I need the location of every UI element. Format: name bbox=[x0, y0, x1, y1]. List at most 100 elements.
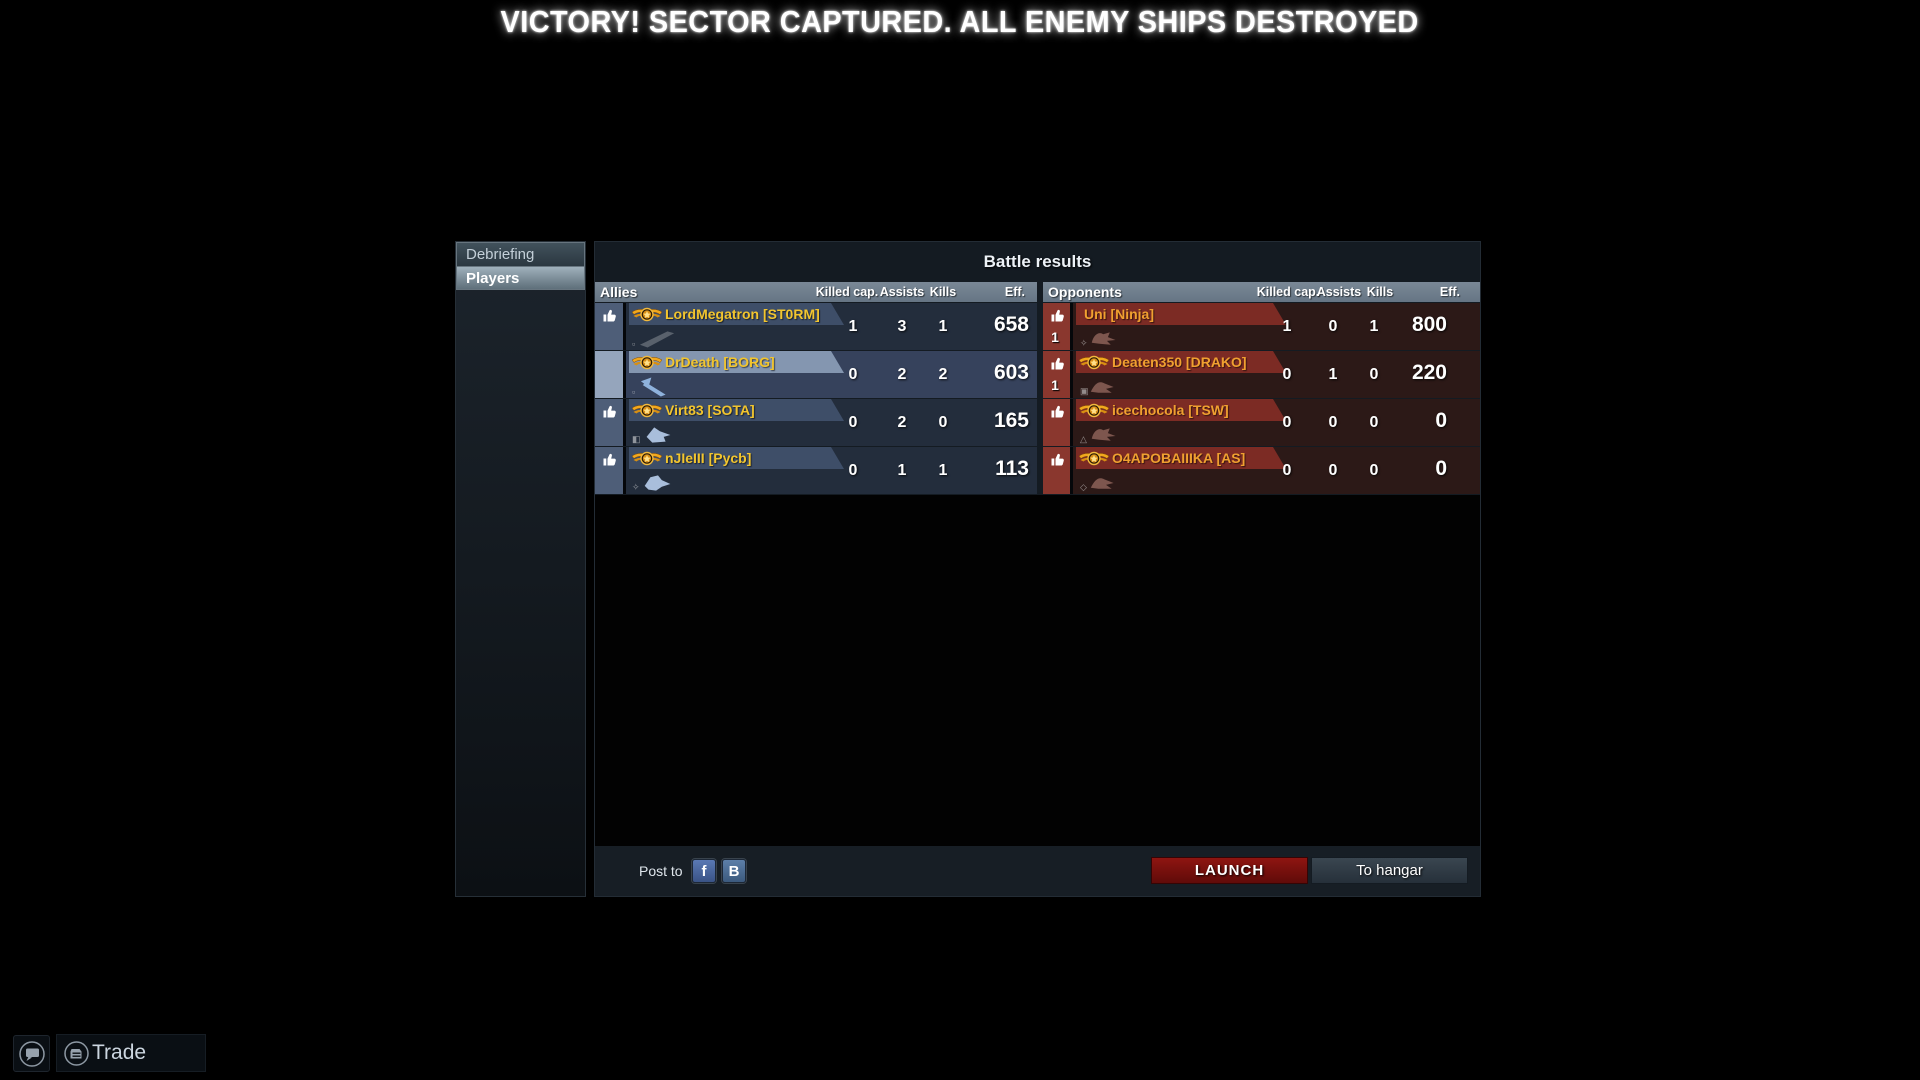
player-name: nJIeIII [Pycb] bbox=[665, 450, 752, 466]
allies-label: Allies bbox=[600, 284, 638, 300]
commend-column[interactable] bbox=[1043, 399, 1073, 446]
rank-badge-icon bbox=[1079, 403, 1109, 418]
commend-column[interactable] bbox=[595, 303, 626, 350]
commend-column[interactable]: 1 bbox=[1043, 303, 1073, 350]
ship-class-marker: ◧ bbox=[632, 434, 641, 444]
ship-class-marker: ◇ bbox=[1080, 482, 1087, 492]
col-kills: Kills bbox=[1366, 285, 1394, 299]
opponents-label: Opponents bbox=[1048, 284, 1122, 300]
trade-label: Trade bbox=[92, 1041, 147, 1064]
player-row[interactable]: 1 Deaten350 [DRAKO] ▣ 0 1 0 220 bbox=[1043, 351, 1480, 398]
facebook-share-button[interactable]: f bbox=[692, 859, 716, 883]
player-name: DrDeath [BORG] bbox=[665, 354, 775, 370]
trade-button[interactable]: Trade bbox=[56, 1034, 206, 1072]
player-name-plate: icechocola [TSW] bbox=[1076, 399, 1286, 421]
stat-kills: 1 bbox=[938, 318, 948, 335]
chat-button[interactable] bbox=[13, 1035, 50, 1072]
col-kills: Kills bbox=[929, 285, 957, 299]
col-assists: Assists bbox=[1316, 285, 1362, 299]
ship-claw-icon bbox=[1087, 424, 1125, 451]
ship-class-marker: △ bbox=[1080, 434, 1087, 444]
player-row[interactable]: 1 Uni [Ninja] ✧ 1 0 1 800 bbox=[1043, 303, 1480, 350]
thumbs-up-icon[interactable] bbox=[1050, 308, 1066, 324]
commend-count: 1 bbox=[1051, 329, 1059, 345]
rank-badge-icon bbox=[1079, 355, 1109, 370]
stat-kills: 0 bbox=[1369, 462, 1379, 479]
vk-share-button[interactable]: B bbox=[722, 859, 746, 883]
ship-arrow-icon bbox=[639, 376, 677, 403]
commend-column[interactable] bbox=[1043, 447, 1073, 494]
ship-class-marker: ✧ bbox=[1080, 338, 1088, 348]
player-name: Virt83 [SOTA] bbox=[665, 402, 755, 418]
stat-killed: 0 bbox=[1282, 414, 1292, 431]
stat-kills: 1 bbox=[938, 462, 948, 479]
stat-assists: 0 bbox=[1328, 414, 1338, 431]
player-name: Deaten350 [DRAKO] bbox=[1112, 354, 1247, 370]
thumbs-up-icon[interactable] bbox=[1050, 452, 1066, 468]
thumbs-up-icon[interactable] bbox=[1050, 356, 1066, 372]
stat-eff: 603 bbox=[993, 361, 1029, 384]
stat-eff: 0 bbox=[1435, 457, 1447, 480]
chat-bubble-icon bbox=[19, 1041, 45, 1067]
stat-assists: 3 bbox=[897, 318, 907, 335]
ship-fighter-icon bbox=[639, 424, 677, 451]
stat-assists: 1 bbox=[1328, 366, 1338, 383]
debrief-sidebar: Debriefing Players bbox=[455, 241, 586, 897]
stat-killed: 0 bbox=[848, 462, 858, 479]
ship-fighter2-icon bbox=[639, 472, 677, 499]
stat-eff: 113 bbox=[995, 457, 1029, 480]
panel-empty-area bbox=[595, 495, 1480, 846]
player-name-plate: Uni [Ninja] bbox=[1076, 303, 1286, 325]
rank-badge-icon bbox=[632, 307, 662, 322]
stat-assists: 2 bbox=[897, 366, 907, 383]
allies-header: Allies Killed cap. Assists Kills Eff. bbox=[595, 282, 1037, 302]
thumbs-up-icon[interactable] bbox=[1050, 404, 1066, 420]
tab-players[interactable]: Players bbox=[456, 266, 585, 290]
launch-button[interactable]: LAUNCH bbox=[1151, 857, 1308, 884]
ship-class-marker: ▫ bbox=[632, 387, 636, 397]
stat-killed: 0 bbox=[848, 366, 858, 383]
player-name: icechocola [TSW] bbox=[1112, 402, 1229, 418]
player-row[interactable]: LordMegatron [ST0RM] ▫ 1 3 1 658 bbox=[595, 303, 1037, 350]
commend-column[interactable] bbox=[595, 399, 626, 446]
victory-banner-text: VICTORY! SECTOR CAPTURED. ALL ENEMY SHIP… bbox=[500, 4, 1420, 39]
stat-kills: 0 bbox=[1369, 366, 1379, 383]
thumbs-up-icon[interactable] bbox=[602, 308, 618, 324]
stat-killed: 0 bbox=[848, 414, 858, 431]
col-eff: Eff. bbox=[1439, 285, 1460, 299]
player-row[interactable]: icechocola [TSW] △ 0 0 0 0 bbox=[1043, 399, 1480, 446]
stat-eff: 165 bbox=[993, 409, 1029, 432]
ship-class-marker: ▣ bbox=[1080, 386, 1089, 396]
allies-table: Allies Killed cap. Assists Kills Eff. Lo… bbox=[595, 282, 1037, 495]
player-name: O4APOBAIIIKA [AS] bbox=[1112, 450, 1246, 466]
stat-assists: 2 bbox=[897, 414, 907, 431]
player-name-plate: LordMegatron [ST0RM] bbox=[629, 303, 844, 325]
ship-dagger-icon bbox=[639, 328, 677, 355]
col-killed-cap: Killed cap. bbox=[815, 285, 879, 299]
ship-class-marker: ▫ bbox=[632, 339, 636, 349]
stat-killed: 1 bbox=[1282, 318, 1292, 335]
stat-eff: 800 bbox=[1411, 313, 1447, 336]
player-row[interactable]: Virt83 [SOTA] ◧ 0 2 0 165 bbox=[595, 399, 1037, 446]
commend-column[interactable]: 1 bbox=[1043, 351, 1073, 398]
to-hangar-button[interactable]: To hangar bbox=[1311, 857, 1468, 884]
player-name-plate: DrDeath [BORG] bbox=[629, 351, 844, 373]
player-row[interactable]: O4APOBAIIIKA [AS] ◇ 0 0 0 0 bbox=[1043, 447, 1480, 494]
ship-claw2-icon bbox=[1087, 472, 1125, 499]
col-killed-cap: Killed cap. bbox=[1256, 285, 1320, 299]
commend-column[interactable] bbox=[595, 351, 626, 398]
stat-kills: 0 bbox=[938, 414, 948, 431]
commend-column[interactable] bbox=[595, 447, 626, 494]
allies-rows: LordMegatron [ST0RM] ▫ 1 3 1 658 DrDeath [BOR… bbox=[595, 303, 1037, 494]
player-name-plate: nJIeIII [Pycb] bbox=[629, 447, 844, 469]
tab-debriefing[interactable]: Debriefing bbox=[456, 242, 585, 266]
stat-assists: 0 bbox=[1328, 462, 1338, 479]
thumbs-up-icon[interactable] bbox=[602, 452, 618, 468]
score-tables: Allies Killed cap. Assists Kills Eff. Lo… bbox=[595, 282, 1480, 495]
player-row[interactable]: DrDeath [BORG] ▫ 0 2 2 603 bbox=[595, 351, 1037, 398]
col-eff: Eff. bbox=[1004, 285, 1025, 299]
rank-badge-icon bbox=[632, 403, 662, 418]
thumbs-up-icon[interactable] bbox=[602, 404, 618, 420]
ship-claw-icon bbox=[1087, 328, 1125, 355]
player-row[interactable]: nJIeIII [Pycb] ✧ 0 1 1 113 bbox=[595, 447, 1037, 494]
